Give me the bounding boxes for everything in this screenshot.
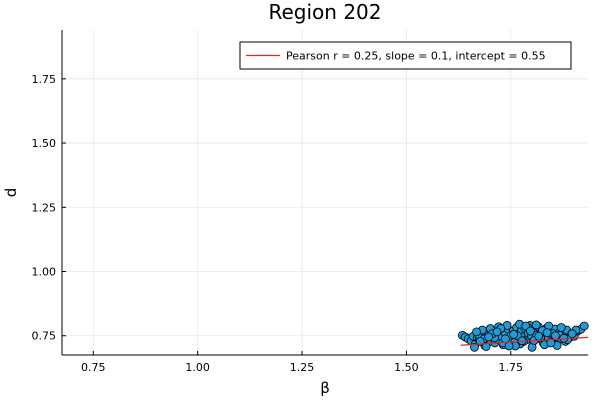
scatter-point: [546, 338, 556, 348]
y-tick-label-2: 1.25: [32, 201, 57, 214]
scatter-point: [556, 323, 566, 332]
grid: [62, 30, 588, 355]
scatter-point: [500, 334, 510, 344]
chart-title: Region 202: [269, 0, 382, 24]
y-axis-label: d: [2, 188, 20, 198]
scatter-point: [492, 327, 502, 337]
x-tick-label-4: 1.75: [499, 361, 524, 374]
scatter-point: [534, 331, 544, 341]
legend-box: [239, 41, 572, 70]
scatter-point: [542, 328, 552, 338]
axes: 0.75 1.00 1.25 1.50 1.75 0.75 1.00 1.25 1.50 1.75: [32, 30, 588, 374]
scatter-point: [567, 329, 577, 339]
scatter-point: [525, 326, 535, 336]
y-tick-label-3: 1.50: [32, 137, 57, 150]
y-tick-label-1: 1.00: [32, 266, 57, 279]
scatter-points-layer: [457, 319, 589, 352]
x-axis-label: β: [320, 379, 330, 397]
scatter-point: [484, 332, 494, 342]
x-tick-label-2: 1.25: [290, 361, 315, 374]
scatter-point: [531, 320, 541, 330]
y-tick-label-0: 0.75: [32, 330, 57, 343]
fit-line: [460, 336, 589, 346]
x-tick-label-3: 1.50: [394, 361, 419, 374]
fit-line-layer: [460, 336, 589, 346]
legend-entry-fit: Pearson r = 0.25, slope = 0.1, intercept…: [286, 50, 546, 63]
y-tick-label-4: 1.75: [32, 73, 57, 86]
scatter-point: [472, 327, 481, 337]
x-tick-label-0: 0.75: [81, 361, 106, 374]
scatter-point: [579, 321, 589, 331]
scatter-point: [551, 331, 560, 341]
scatter-point: [470, 342, 479, 352]
scatter-point: [504, 341, 514, 351]
scatter-point: [509, 330, 519, 339]
x-tick-label-1: 1.00: [185, 361, 210, 374]
legend: Pearson r = 0.25, slope = 0.1, intercept…: [239, 41, 572, 70]
